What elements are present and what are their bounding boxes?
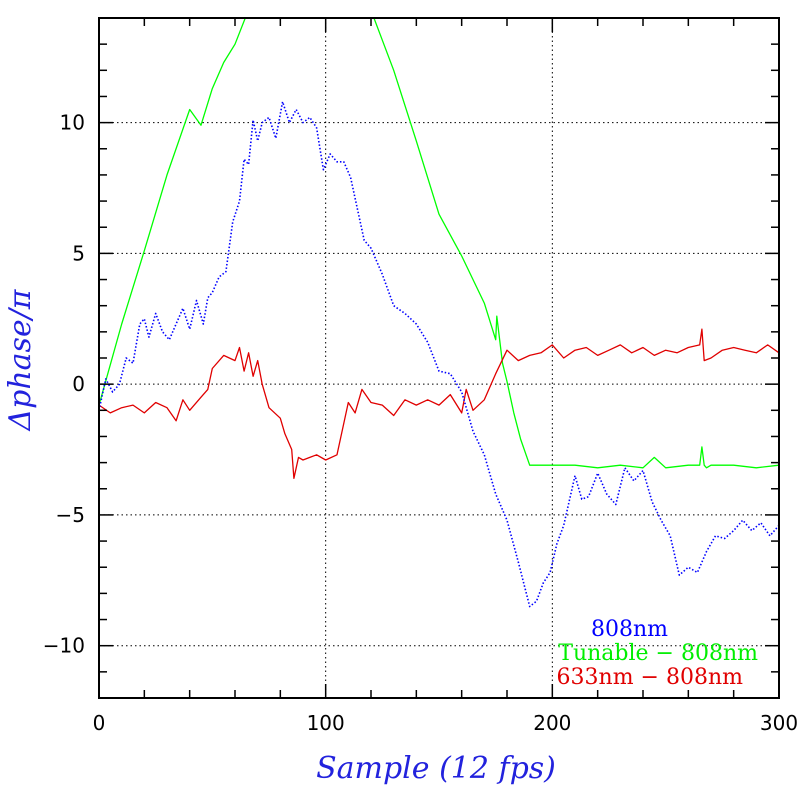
y-axis-title: Δphase/π [3,288,38,431]
y-tick-label: −5 [56,503,85,527]
series-line-tunable [99,18,779,469]
series-line-633nm [99,328,779,479]
y-tick-label: 0 [72,372,85,396]
x-axis-title: Sample (12 fps) [316,751,556,786]
x-tick-label: 100 [307,711,345,735]
legend-label-tunable: Tunable − 808nm [558,641,758,666]
y-tick-label: 5 [72,241,85,265]
series-line-808nm [99,100,779,608]
legend-label-808nm: 808nm [591,617,668,642]
gridlines [99,18,779,698]
legend: 808nm Tunable − 808nm 633nm − 808nm [557,617,759,690]
y-tick-labels: −10 −5 0 5 10 [43,111,85,658]
x-tick-labels: 0 100 200 300 [93,711,797,735]
series-lines [99,18,779,608]
axis-ticks [98,17,780,699]
x-tick-label: 200 [533,711,571,735]
plot-frame [98,17,780,699]
legend-label-633nm: 633nm − 808nm [557,665,744,690]
y-tick-label: −10 [43,634,85,658]
x-tick-label: 0 [93,711,106,735]
x-tick-label: 300 [760,711,797,735]
y-tick-label: 10 [60,111,85,135]
